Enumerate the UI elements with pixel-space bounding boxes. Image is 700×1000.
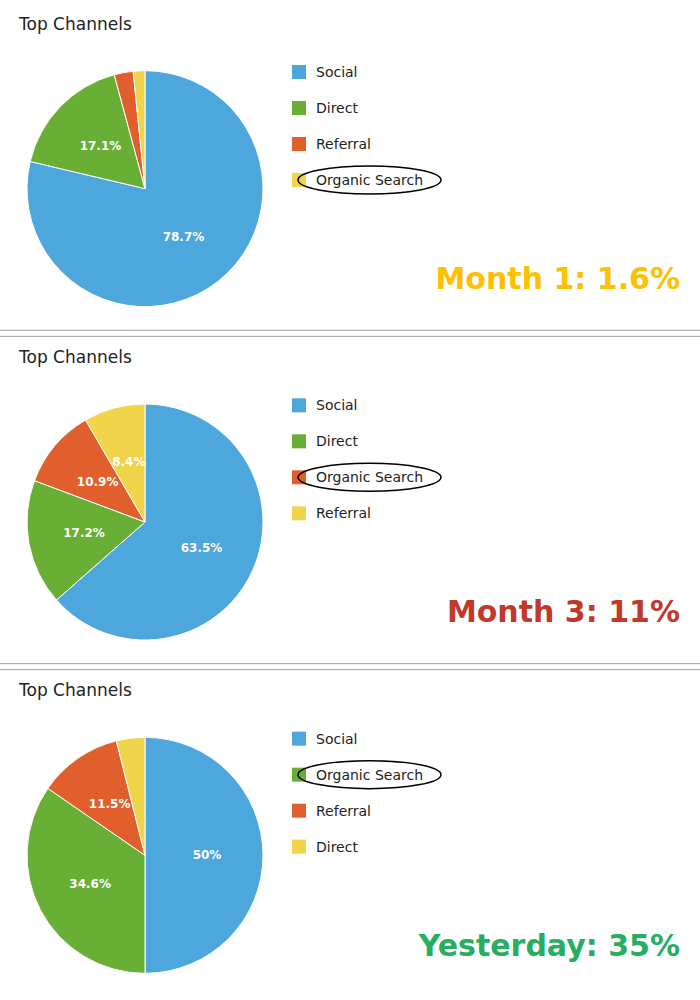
svg-text:Organic Search: Organic Search — [316, 469, 423, 485]
svg-text:Referral: Referral — [316, 803, 371, 819]
svg-text:50%: 50% — [193, 848, 222, 862]
svg-text:Direct: Direct — [316, 100, 358, 116]
svg-text:Direct: Direct — [316, 839, 358, 855]
svg-text:Month 3: 11%: Month 3: 11% — [447, 594, 680, 629]
svg-text:Social: Social — [316, 397, 358, 413]
svg-text:Top Channels: Top Channels — [18, 14, 132, 34]
svg-text:Top Channels: Top Channels — [18, 680, 132, 700]
svg-text:11.5%: 11.5% — [89, 797, 131, 811]
svg-text:Referral: Referral — [316, 136, 371, 152]
svg-text:78.7%: 78.7% — [163, 230, 205, 244]
svg-text:Referral: Referral — [316, 505, 371, 521]
svg-text:Month 1: 1.6%: Month 1: 1.6% — [436, 261, 680, 296]
svg-text:Yesterday: 35%: Yesterday: 35% — [418, 928, 680, 963]
svg-text:Social: Social — [316, 64, 358, 80]
svg-text:Top Channels: Top Channels — [18, 347, 132, 367]
svg-text:8.4%: 8.4% — [112, 455, 145, 469]
svg-text:Direct: Direct — [316, 433, 358, 449]
svg-text:Social: Social — [316, 731, 358, 747]
svg-text:Organic Search: Organic Search — [316, 172, 423, 188]
svg-text:17.1%: 17.1% — [80, 139, 122, 153]
svg-text:63.5%: 63.5% — [181, 541, 223, 555]
svg-text:34.6%: 34.6% — [69, 877, 111, 891]
svg-text:10.9%: 10.9% — [77, 475, 119, 489]
svg-text:17.2%: 17.2% — [63, 526, 105, 540]
svg-text:Organic Search: Organic Search — [316, 767, 423, 783]
